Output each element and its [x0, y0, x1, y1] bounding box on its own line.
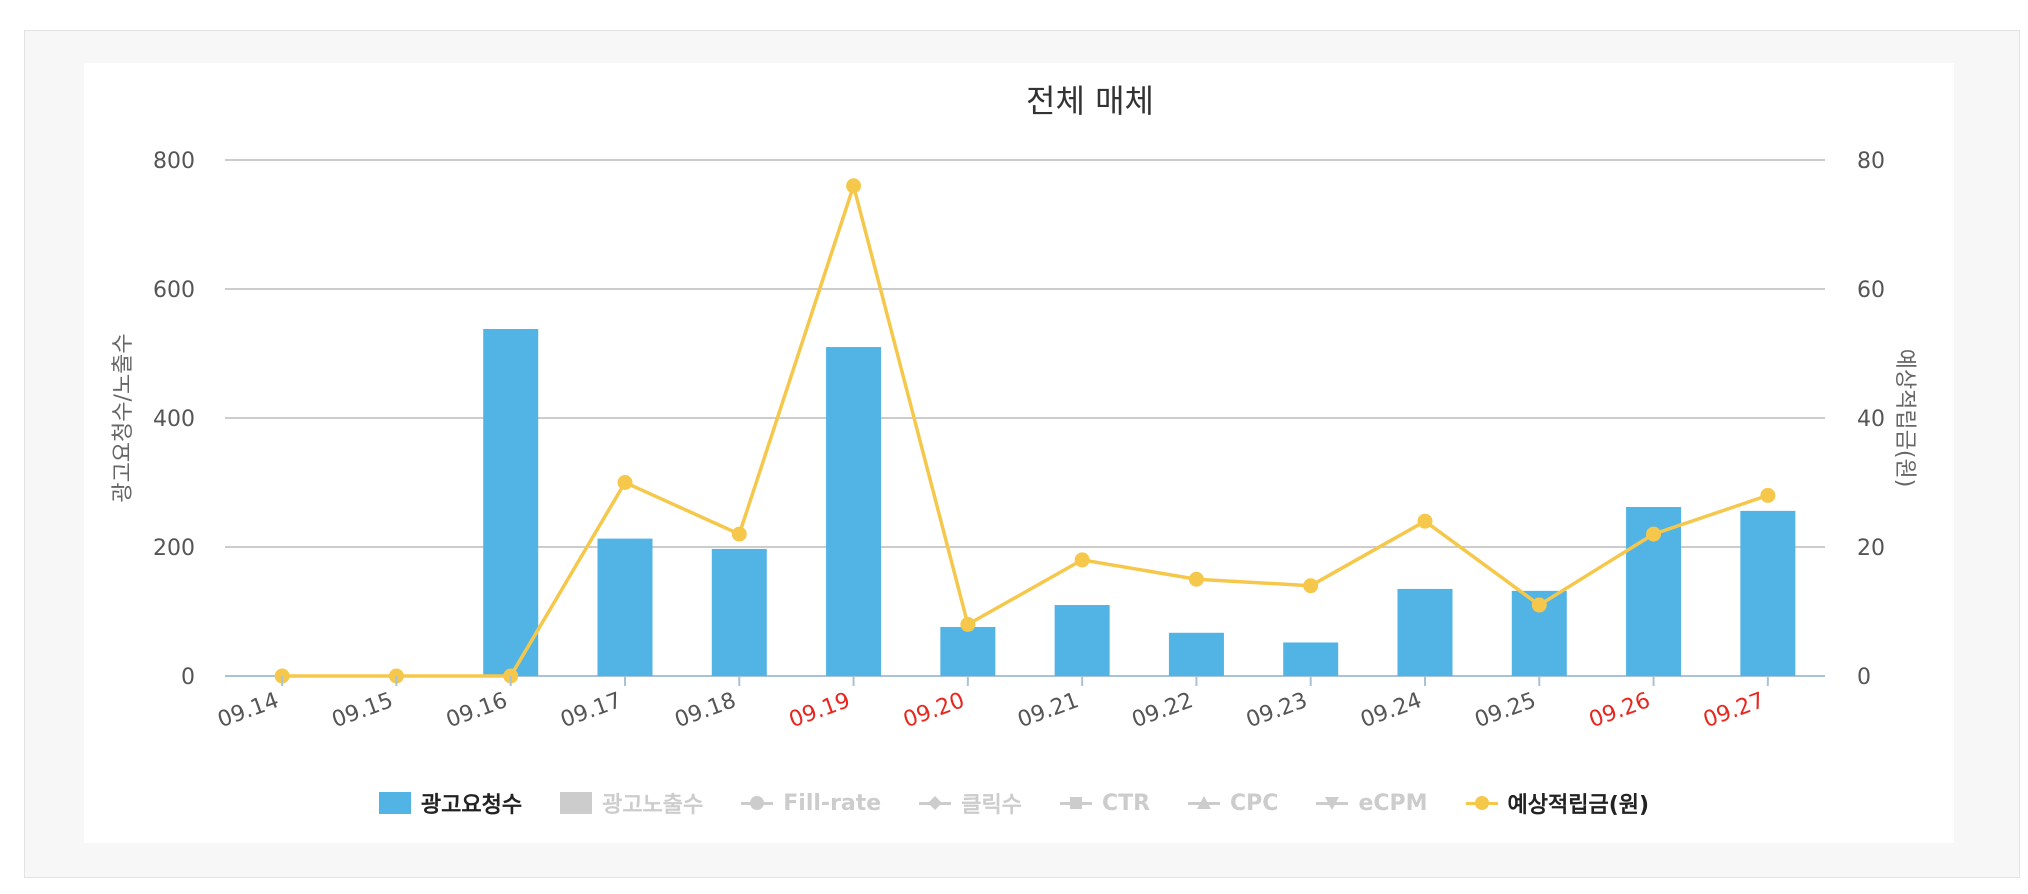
legend-item[interactable]: Fill-rate: [741, 791, 881, 816]
left-axis-ticks: 0 200 400 600 800: [153, 149, 195, 690]
legend-item[interactable]: 광고요청수: [378, 787, 523, 819]
chart-legend: 광고요청수 광고노출수 Fill-rate 클릭수 CTR CPC eCPM 예상적립금(원): [0, 787, 2028, 819]
chart-title: 전체 매체: [1026, 82, 1154, 120]
legend-item[interactable]: CTR: [1059, 790, 1151, 816]
line-series: [274, 178, 1776, 684]
legend-triangle-down-line-icon: [1316, 792, 1349, 814]
line-point[interactable]: [1417, 513, 1433, 529]
x-tick-label: 09.24: [1357, 688, 1425, 733]
left-tick-label: 400: [153, 407, 195, 432]
right-axis-ticks: 0 20 40 60 80: [1857, 149, 1885, 690]
x-tick-label: 09.14: [214, 688, 282, 733]
left-tick-label: 200: [153, 536, 195, 561]
right-tick-label: 0: [1857, 665, 1871, 690]
left-tick-label: 600: [153, 278, 195, 303]
line-point[interactable]: [1760, 487, 1776, 503]
series-line: [282, 184, 1769, 678]
legend-label: 광고노출수: [602, 793, 704, 818]
line-point[interactable]: [617, 475, 633, 490]
right-tick-label: 80: [1857, 149, 1885, 174]
legend-item[interactable]: CPC: [1188, 791, 1278, 816]
bar[interactable]: [1054, 605, 1110, 676]
bar-series: [483, 328, 1796, 676]
chart-panel: [84, 63, 1954, 843]
bar[interactable]: [1397, 588, 1453, 676]
legend-item[interactable]: 클릭수: [919, 787, 1022, 819]
line-point[interactable]: [1188, 571, 1204, 587]
line-point[interactable]: [846, 178, 862, 194]
legend-triangle-line-icon: [1188, 792, 1221, 814]
legend-none-rect-icon: [378, 792, 411, 814]
legend-label: Fill-rate: [783, 790, 882, 816]
legend-label: eCPM: [1358, 790, 1428, 816]
right-tick-label: 60: [1857, 278, 1885, 303]
x-tick-label: 09.22: [1129, 688, 1197, 733]
x-tick-label: 09.18: [672, 688, 740, 733]
x-tick-label: 09.23: [1243, 688, 1311, 733]
legend-square-line-icon: [1059, 792, 1092, 814]
x-tick-label: 09.21: [1014, 688, 1082, 733]
legend-none-rect-icon: [560, 792, 593, 814]
left-tick-label: 0: [181, 665, 195, 690]
legend-label: 예상적립금(원): [1507, 793, 1650, 818]
line-point[interactable]: [1646, 526, 1662, 542]
x-tick-label: 09.17: [557, 688, 625, 733]
bar[interactable]: [1283, 642, 1339, 676]
legend-circle-line-icon: [741, 792, 774, 814]
legend-item[interactable]: 광고노출수: [560, 787, 703, 819]
x-tick-label: 09.15: [329, 688, 397, 733]
x-tick-label: 09.26: [1586, 688, 1654, 733]
legend-label: CPC: [1230, 790, 1279, 816]
line-point[interactable]: [731, 526, 747, 542]
legend-label: 클릭수: [961, 793, 1022, 818]
bar[interactable]: [940, 626, 996, 676]
line-point[interactable]: [1074, 552, 1090, 568]
right-axis-label: 예상적립금(원): [1892, 349, 1917, 488]
legend-circle-line-icon: [1465, 792, 1498, 814]
bar[interactable]: [1740, 510, 1796, 676]
x-tick-label: 09.16: [443, 688, 511, 733]
bar[interactable]: [483, 328, 539, 676]
x-axis-ticks: 09.14 09.15 09.16 09.17 09.18 09.19 09.20 09.21…: [214, 676, 1769, 733]
legend-item[interactable]: eCPM: [1316, 790, 1428, 816]
line-point[interactable]: [1303, 578, 1319, 594]
left-axis-label: 광고요청수/노출수: [111, 333, 136, 502]
right-tick-label: 20: [1857, 536, 1885, 561]
bar[interactable]: [1168, 632, 1224, 676]
right-tick-label: 40: [1857, 407, 1885, 432]
bar[interactable]: [826, 347, 882, 676]
legend-label: 광고요청수: [420, 793, 523, 818]
grid-lines: [225, 159, 1825, 677]
line-point[interactable]: [960, 616, 976, 632]
legend-item[interactable]: 예상적립금(원): [1465, 787, 1650, 819]
legend-label: CTR: [1101, 790, 1151, 816]
x-tick-label: 09.20: [900, 688, 968, 733]
x-tick-label: 09.19: [786, 688, 854, 733]
bar[interactable]: [597, 538, 653, 676]
legend-diamond-line-icon: [919, 792, 952, 814]
line-point[interactable]: [1531, 597, 1547, 613]
left-tick-label: 800: [153, 149, 195, 174]
bar[interactable]: [711, 548, 767, 676]
x-tick-label: 09.27: [1700, 688, 1768, 733]
x-tick-label: 09.25: [1472, 688, 1540, 733]
